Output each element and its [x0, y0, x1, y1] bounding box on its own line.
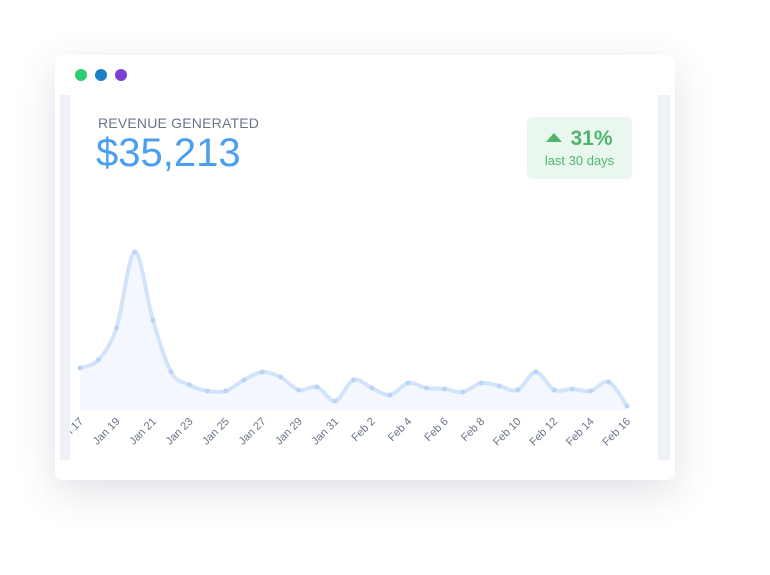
- up-arrow: [546, 133, 563, 142]
- point: [113, 325, 119, 331]
- point: [515, 387, 521, 393]
- point: [387, 392, 393, 398]
- x-tick-label: Feb 6: [422, 416, 450, 444]
- x-tick-label: Jan 21: [127, 416, 159, 448]
- point: [423, 385, 429, 391]
- point: [278, 374, 284, 380]
- x-tick-label: Feb 2: [349, 416, 377, 444]
- window-dot: [95, 69, 107, 81]
- point: [77, 365, 83, 371]
- point: [186, 382, 192, 388]
- point: [205, 388, 211, 394]
- panel: REVENUE GENERATED $35,213 31% last 30 da…: [70, 95, 658, 460]
- point: [496, 383, 502, 389]
- point: [351, 377, 356, 383]
- x-tick-label: Jan 27: [237, 416, 269, 448]
- frame: REVENUE GENERATED $35,213 31% last 30 da…: [60, 95, 670, 460]
- chart: Jan 17 Jan 19 Jan 21 Jan 23 Jan 25 Jan 27 Jan …: [70, 249, 633, 449]
- x-tick-label: Feb 8: [459, 416, 487, 444]
- change-badge: 31% last 30 days: [527, 117, 632, 179]
- x-tick-label: Feb 10: [491, 416, 524, 449]
- point: [460, 389, 466, 395]
- point: [405, 380, 411, 386]
- title: REVENUE GENERATED: [98, 115, 260, 131]
- area: [80, 251, 627, 410]
- point: [569, 386, 575, 392]
- change: 31%: [527, 127, 632, 151]
- point: [624, 403, 630, 409]
- point: [533, 369, 539, 375]
- point: [132, 249, 138, 255]
- point: [241, 377, 247, 383]
- point: [314, 384, 320, 390]
- period: last 30 days: [544, 153, 615, 168]
- x-tick-label: Feb 4: [386, 416, 414, 444]
- point: [150, 317, 156, 323]
- x-tick-label: Jan 23: [164, 416, 196, 448]
- x-tick-label: Jan 25: [200, 416, 232, 448]
- change-value: 31%: [570, 127, 613, 150]
- x-tick-label: Feb 16: [600, 416, 633, 449]
- window-dot: [75, 69, 87, 81]
- x-tick-label: Jan 17: [70, 416, 86, 448]
- point: [369, 385, 375, 391]
- point: [296, 387, 302, 393]
- point: [332, 398, 338, 404]
- point: [551, 387, 557, 393]
- x-tick-label: Feb 14: [564, 416, 597, 449]
- x-tick-label: Jan 19: [91, 416, 123, 448]
- window-dot: [115, 69, 127, 81]
- point: [606, 379, 612, 385]
- x-tick-label: Feb 12: [527, 416, 560, 449]
- x-tick-label: Jan 29: [273, 416, 305, 448]
- point: [478, 380, 484, 386]
- point: [259, 369, 265, 375]
- point: [168, 369, 174, 375]
- revenue-value: $35,213: [96, 131, 241, 175]
- x-tick-label: Jan 31: [310, 416, 342, 448]
- point: [588, 388, 594, 394]
- point: [95, 357, 101, 363]
- point: [223, 388, 229, 394]
- window: REVENUE GENERATED $35,213 31% last 30 da…: [55, 55, 675, 480]
- point: [442, 386, 448, 392]
